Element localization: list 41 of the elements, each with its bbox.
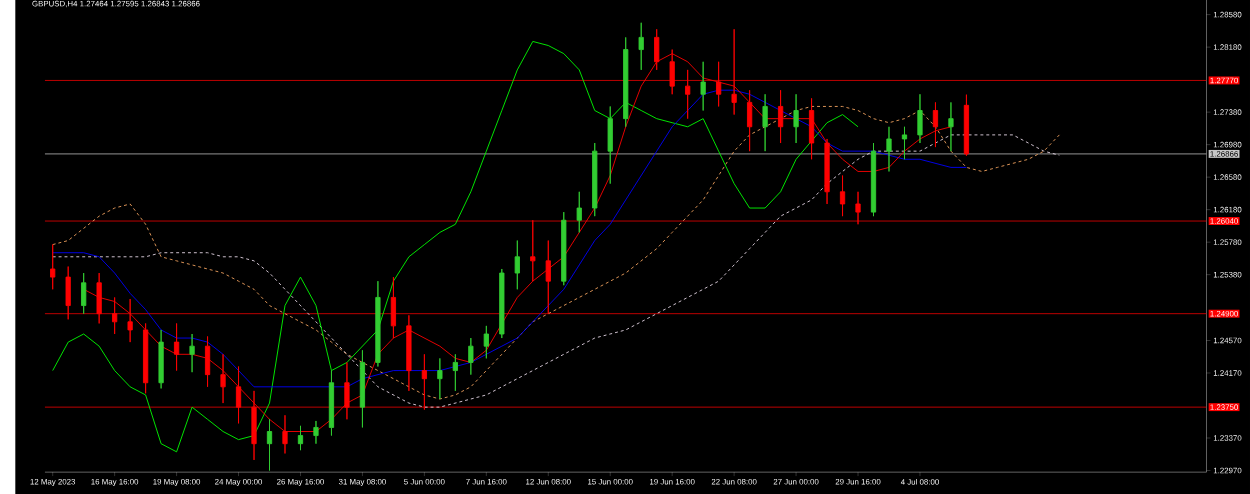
candlestick [220,353,226,404]
candlestick [777,89,784,144]
candlestick [808,97,815,160]
candlestick [824,138,830,205]
candlestick [452,353,458,392]
candlestick [623,36,629,128]
candlestick [793,93,799,144]
candlestick [375,280,381,368]
candlestick [158,329,164,389]
candlestick [762,93,768,152]
candlestick [173,323,180,372]
candlestick [901,126,908,160]
candlestick [561,211,567,286]
candlestick [963,94,970,157]
candlestick [886,126,892,172]
candlestick [932,102,939,148]
candlestick [266,418,273,472]
candlestick [483,325,489,359]
candlestick [870,142,877,217]
candlestick [204,336,211,388]
candlestick [359,349,366,428]
candlestick [468,337,474,376]
candlestick [700,61,706,112]
candlestick [576,191,582,233]
candlestick [747,89,753,152]
candlestick [499,268,505,339]
candlestick [514,240,520,290]
candlestick [81,272,87,315]
candlestick [917,93,923,144]
candlestick [592,142,598,217]
candlestick [189,333,195,373]
candlestick [839,175,846,217]
candlestick [948,102,954,152]
candlestick [50,244,56,290]
candlestick [313,420,319,445]
candlestick [437,357,443,400]
candlestick [607,106,613,185]
candlestick [297,425,304,451]
candlestick [142,323,149,394]
candlestick [638,22,644,71]
candlestick [328,370,335,437]
